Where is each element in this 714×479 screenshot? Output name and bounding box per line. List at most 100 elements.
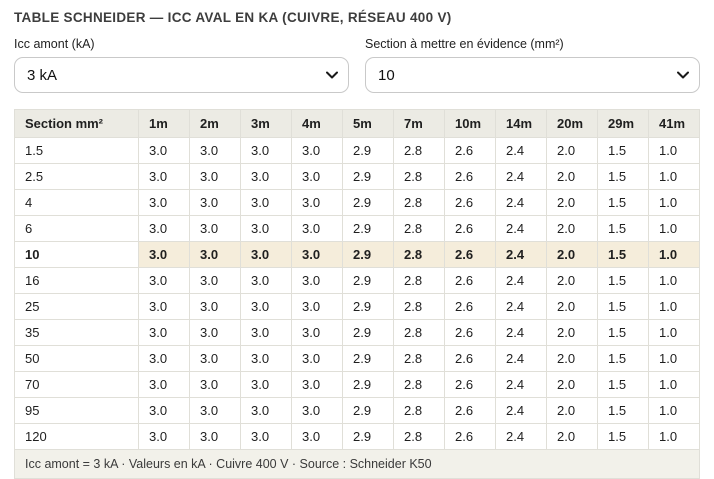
value-cell: 3.0 (291, 293, 343, 320)
value-cell: 2.9 (342, 189, 394, 216)
table-footer: Icc amont = 3 kA · Valeurs en kA · Cuivr… (14, 449, 700, 479)
column-header-distance: 2m (189, 109, 241, 138)
value-cell: 2.8 (393, 345, 445, 372)
value-cell: 1.5 (597, 241, 649, 268)
table-footer-note: Icc amont = 3 kA · Valeurs en kA · Cuivr… (14, 449, 700, 479)
column-header-distance: 41m (648, 109, 700, 138)
value-cell: 3.0 (138, 371, 190, 398)
value-cell: 2.6 (444, 215, 496, 242)
value-cell: 3.0 (189, 189, 241, 216)
value-cell: 1.5 (597, 163, 649, 190)
section-evidence-label: Section à mettre en évidence (mm²) (365, 37, 564, 51)
value-cell: 1.0 (648, 267, 700, 294)
value-cell: 2.0 (546, 189, 598, 216)
value-cell: 2.9 (342, 397, 394, 424)
table-row: 2.5 3.0 3.0 3.0 3.0 2.9 2.8 2.6 2.4 2.0 1.5 1.0 (14, 163, 700, 190)
section-cell: 1.5 (14, 137, 139, 164)
value-cell: 1.0 (648, 319, 700, 346)
value-cell: 2.0 (546, 345, 598, 372)
value-cell: 2.0 (546, 267, 598, 294)
value-cell: 2.9 (342, 371, 394, 398)
value-cell: 3.0 (240, 163, 292, 190)
value-cell: 3.0 (291, 189, 343, 216)
value-cell: 3.0 (138, 345, 190, 372)
value-cell: 1.0 (648, 189, 700, 216)
value-cell: 3.0 (240, 397, 292, 424)
table-row: 95 3.0 3.0 3.0 3.0 2.9 2.8 2.6 2.4 2.0 1.5 1.0 (14, 397, 700, 424)
section-evidence-select[interactable]: 10 (365, 57, 700, 93)
value-cell: 2.6 (444, 267, 496, 294)
value-cell: 2.6 (444, 371, 496, 398)
value-cell: 3.0 (138, 423, 190, 450)
column-header-distance: 29m (597, 109, 649, 138)
value-cell: 2.0 (546, 423, 598, 450)
value-cell: 2.4 (495, 397, 547, 424)
table-row: 1.5 3.0 3.0 3.0 3.0 2.9 2.8 2.6 2.4 2.0 1.5 1.0 (14, 137, 700, 164)
column-header-distance: 5m (342, 109, 394, 138)
value-cell: 1.5 (597, 189, 649, 216)
value-cell: 2.0 (546, 241, 598, 268)
icc-table: Section mm² 1m 2m 3m 4m 5m 7m 10m 14m 20m 29m 41m 1… (14, 109, 700, 479)
value-cell: 2.0 (546, 293, 598, 320)
value-cell: 2.6 (444, 189, 496, 216)
value-cell: 3.0 (291, 345, 343, 372)
value-cell: 1.0 (648, 163, 700, 190)
value-cell: 2.4 (495, 423, 547, 450)
value-cell: 2.8 (393, 397, 445, 424)
value-cell: 2.8 (393, 293, 445, 320)
value-cell: 2.9 (342, 215, 394, 242)
value-cell: 3.0 (240, 293, 292, 320)
section-cell: 70 (14, 371, 139, 398)
value-cell: 1.0 (648, 293, 700, 320)
value-cell: 2.0 (546, 137, 598, 164)
value-cell: 2.0 (546, 319, 598, 346)
value-cell: 3.0 (240, 215, 292, 242)
value-cell: 2.6 (444, 293, 496, 320)
value-cell: 2.8 (393, 189, 445, 216)
column-header-distance: 1m (138, 109, 190, 138)
section-cell: 4 (14, 189, 139, 216)
column-header-distance: 20m (546, 109, 598, 138)
section-cell: 2.5 (14, 163, 139, 190)
value-cell: 3.0 (138, 267, 190, 294)
table-row: 35 3.0 3.0 3.0 3.0 2.9 2.8 2.6 2.4 2.0 1.5 1.0 (14, 319, 700, 346)
icc-amont-select[interactable]: 3 kA (14, 57, 349, 93)
section-cell: 10 (14, 241, 139, 268)
value-cell: 3.0 (291, 241, 343, 268)
value-cell: 2.4 (495, 241, 547, 268)
value-cell: 2.9 (342, 423, 394, 450)
table-row: 4 3.0 3.0 3.0 3.0 2.9 2.8 2.6 2.4 2.0 1.5 1.0 (14, 189, 700, 216)
section-cell: 6 (14, 215, 139, 242)
section-cell: 16 (14, 267, 139, 294)
value-cell: 2.8 (393, 241, 445, 268)
value-cell: 3.0 (240, 319, 292, 346)
value-cell: 3.0 (138, 189, 190, 216)
column-header-distance: 7m (393, 109, 445, 138)
value-cell: 1.5 (597, 371, 649, 398)
section-cell: 25 (14, 293, 139, 320)
value-cell: 3.0 (240, 267, 292, 294)
value-cell: 2.8 (393, 267, 445, 294)
column-header-distance: 10m (444, 109, 496, 138)
value-cell: 3.0 (291, 163, 343, 190)
value-cell: 3.0 (189, 267, 241, 294)
value-cell: 2.6 (444, 137, 496, 164)
value-cell: 2.0 (546, 371, 598, 398)
value-cell: 2.6 (444, 397, 496, 424)
page-title: TABLE SCHNEIDER — ICC AVAL EN KA (CUIVRE… (14, 10, 452, 25)
value-cell: 2.6 (444, 241, 496, 268)
value-cell: 1.0 (648, 345, 700, 372)
value-cell: 3.0 (291, 137, 343, 164)
value-cell: 2.6 (444, 163, 496, 190)
value-cell: 2.6 (444, 423, 496, 450)
value-cell: 3.0 (138, 293, 190, 320)
section-field: Section à mettre en évidence (mm²) 10 (365, 37, 700, 93)
value-cell: 2.4 (495, 267, 547, 294)
value-cell: 2.9 (342, 137, 394, 164)
value-cell: 3.0 (291, 423, 343, 450)
value-cell: 2.0 (546, 163, 598, 190)
value-cell: 3.0 (189, 371, 241, 398)
value-cell: 3.0 (189, 345, 241, 372)
value-cell: 3.0 (240, 423, 292, 450)
column-header-distance: 14m (495, 109, 547, 138)
